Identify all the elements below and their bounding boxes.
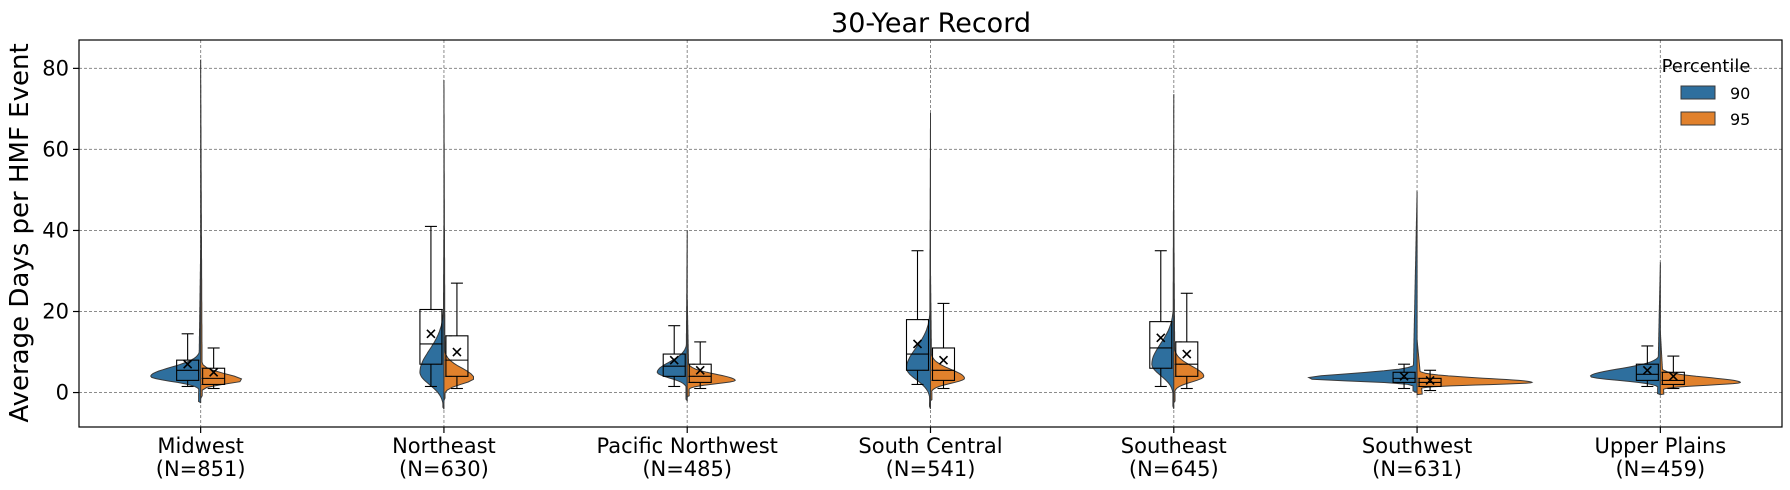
legend-label-95: 95 <box>1730 110 1750 129</box>
box-mean-marker <box>1156 333 1166 343</box>
box-90-2 <box>662 353 686 377</box>
y-tick-label: 60 <box>42 137 69 161</box>
violin-95-0 <box>199 59 243 400</box>
violin-95-3 <box>930 270 966 402</box>
box-mean-marker <box>669 355 679 365</box>
box-mean-marker <box>1668 371 1678 381</box>
violin-95-4 <box>1173 209 1205 404</box>
box-mean-marker <box>938 355 949 365</box>
x-axis-ticks: Midwest (N=851) Northeast (N=630) Pacific No… <box>156 427 1726 481</box>
violin-90-3 <box>906 112 931 409</box>
violin-95-1 <box>443 79 474 401</box>
box-mean-marker <box>452 347 462 357</box>
box-90-1 <box>419 308 443 365</box>
legend-swatch-95 <box>1680 111 1716 126</box>
box-mean-marker <box>1182 349 1192 359</box>
violin-90-2 <box>656 230 688 402</box>
violin-90-6 <box>1589 262 1661 396</box>
chart-title: 30-Year Record <box>831 8 1031 39</box>
legend-label-90: 90 <box>1730 84 1750 103</box>
y-tick-label: 0 <box>56 381 69 405</box>
box-mean-marker <box>912 339 923 349</box>
violins <box>150 59 1741 410</box>
box-95-0 <box>202 367 226 386</box>
x-tick-label: Pacific Northwest (N=485) <box>596 434 777 481</box>
violin-90-5 <box>1307 190 1419 394</box>
box-90-6 <box>1635 363 1659 381</box>
box-90-4 <box>1149 321 1173 369</box>
box-mean-marker <box>426 329 436 339</box>
y-axis-ticks: 0 20 40 60 80 <box>42 56 79 405</box>
violin-90-1 <box>419 225 445 410</box>
x-tick-label: Southwest (N=631) <box>1362 434 1472 481</box>
x-tick-label: Southeast (N=645) <box>1121 434 1227 481</box>
legend-title: Percentile <box>1662 56 1751 77</box>
box-mean-marker <box>1642 365 1652 375</box>
y-tick-label: 20 <box>42 300 69 324</box>
box-mean-marker <box>183 359 193 369</box>
x-tick-label: Upper Plains (N=459) <box>1594 434 1726 481</box>
box-90-3 <box>905 319 930 371</box>
violin-95-6 <box>1659 330 1741 396</box>
x-tick-label: Midwest (N=851) <box>156 434 246 481</box>
violin-90-4 <box>1151 93 1175 409</box>
x-tick-label: South Central (N=541) <box>858 434 1002 481</box>
legend-swatch-90 <box>1680 85 1716 100</box>
y-tick-label: 80 <box>42 56 69 80</box>
y-axis-label: Average Days per HMF Event <box>5 43 35 422</box>
box-mean-marker <box>209 367 219 377</box>
box-plots <box>176 225 1685 392</box>
box-95-1 <box>445 335 469 377</box>
box-95-6 <box>1661 371 1685 386</box>
violin-95-5 <box>1416 338 1534 396</box>
box-95-4 <box>1175 341 1199 377</box>
box-90-5 <box>1392 371 1416 383</box>
box-mean-marker <box>695 365 705 375</box>
y-tick-label: 40 <box>42 218 69 242</box>
box-mean-marker <box>1425 375 1435 385</box>
legend: Percentile 90 95 <box>1662 56 1751 129</box>
box-mean-marker <box>1399 371 1409 381</box>
box-95-2 <box>688 363 712 383</box>
box-95-3 <box>931 347 956 381</box>
x-tick-label: Northeast (N=630) <box>392 434 496 481</box>
